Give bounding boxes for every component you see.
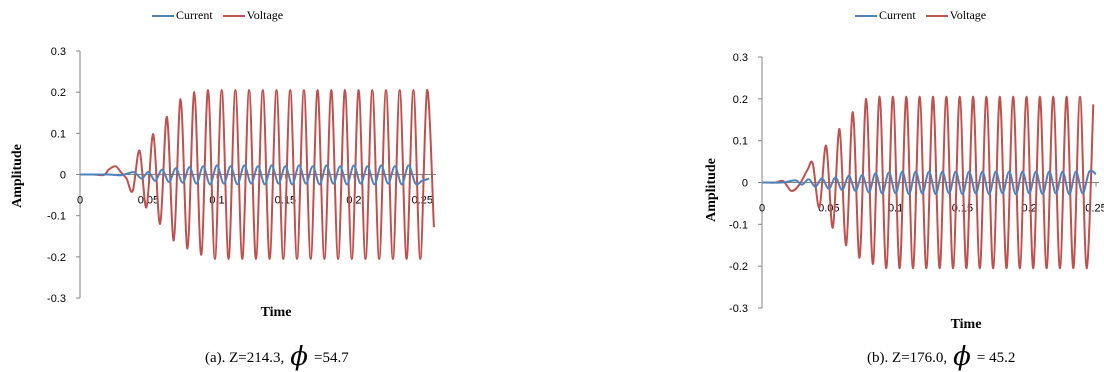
x-tick-label: 0 bbox=[77, 195, 83, 207]
phi-symbol: ϕ bbox=[290, 342, 309, 372]
legend-swatch-voltage bbox=[222, 14, 245, 17]
x-axis-label: Time bbox=[260, 305, 292, 320]
y-tick-label: 0.1 bbox=[51, 128, 66, 140]
y-tick-label: -0.1 bbox=[47, 211, 66, 223]
chart-caption: (a). Z=214.3, ϕ =54.7 bbox=[205, 342, 349, 372]
x-tick-label: 0.2 bbox=[1022, 203, 1037, 215]
y-tick-label: -0.2 bbox=[729, 261, 748, 273]
legend-label-voltage: Voltage bbox=[949, 8, 987, 22]
y-axis-label: Amplitude bbox=[10, 144, 25, 208]
x-tick-label: 0.15 bbox=[952, 203, 973, 215]
caption-suffix: = 45.2 bbox=[976, 350, 1016, 366]
chart-legend: Current Voltage bbox=[152, 8, 293, 23]
series-line-current bbox=[79, 164, 430, 186]
chart-panel-a: Current Voltage 0.3 0.2 0.1 0 -0.1 -0.2 -0.3 0 0… bbox=[0, 0, 470, 372]
series-line-voltage bbox=[761, 95, 1095, 270]
chart-caption: (b). Z=176.0, ϕ = 45.2 bbox=[867, 342, 1015, 372]
legend-swatch-current bbox=[855, 14, 877, 17]
chart-panel-b: Current Voltage 0.3 0.2 0.1 0 -0.1 -0.2 -0.3 0 0… bbox=[690, 0, 1104, 372]
x-tick-label: 0.1 bbox=[888, 203, 903, 215]
x-tick-label: 0.05 bbox=[818, 203, 839, 215]
y-tick-label: 0.3 bbox=[733, 52, 748, 64]
chart-plot-area: 0.30.20.10-0.1-0.2-0.30 0.05 0.1 0.15 0.2 0.2… bbox=[47, 46, 436, 305]
y-tick-label: -0.1 bbox=[729, 219, 748, 231]
phi-symbol: ϕ bbox=[953, 342, 971, 372]
chart-plot-area: 0.3 0.2 0.1 0 -0.1 -0.2 -0.3 0 0.05 0.1 0.15 0.2 0.2… bbox=[729, 52, 1104, 315]
y-tick-label: -0.3 bbox=[47, 293, 66, 305]
y-tick-label: -0.2 bbox=[47, 252, 66, 264]
y-tick-label: 0 bbox=[742, 178, 748, 190]
legend-item-voltage: Voltage bbox=[925, 8, 987, 23]
legend-swatch-voltage bbox=[925, 14, 948, 17]
legend-label-current: Current bbox=[176, 8, 213, 22]
y-tick-label: 0.2 bbox=[733, 94, 748, 106]
legend-item-voltage: Voltage bbox=[222, 8, 284, 23]
y-axis-label: Amplitude bbox=[704, 158, 719, 222]
x-tick-label: 0.25 bbox=[1085, 203, 1104, 215]
y-tick-label: 0 bbox=[60, 170, 66, 182]
y-tick-label: 0.1 bbox=[733, 136, 748, 148]
legend-swatch-current bbox=[152, 14, 174, 17]
series-line-current bbox=[761, 169, 1097, 196]
y-tick-label: 0.3 bbox=[51, 46, 66, 58]
y-tick-label: 0.2 bbox=[51, 87, 66, 99]
x-axis-label: Time bbox=[950, 317, 982, 332]
caption-suffix: =54.7 bbox=[314, 350, 349, 366]
chart-legend: Current Voltage bbox=[855, 8, 996, 23]
legend-label-voltage: Voltage bbox=[246, 8, 284, 22]
y-tick-label: -0.3 bbox=[729, 303, 748, 315]
caption-prefix: (b). Z=176.0, bbox=[867, 350, 948, 366]
legend-item-current: Current bbox=[152, 8, 213, 23]
x-tick-label: 0 bbox=[759, 203, 765, 215]
caption-prefix: (a). Z=214.3, bbox=[205, 350, 285, 366]
legend-label-current: Current bbox=[879, 8, 916, 22]
legend-item-current: Current bbox=[855, 8, 916, 23]
series-line-voltage bbox=[79, 89, 435, 260]
